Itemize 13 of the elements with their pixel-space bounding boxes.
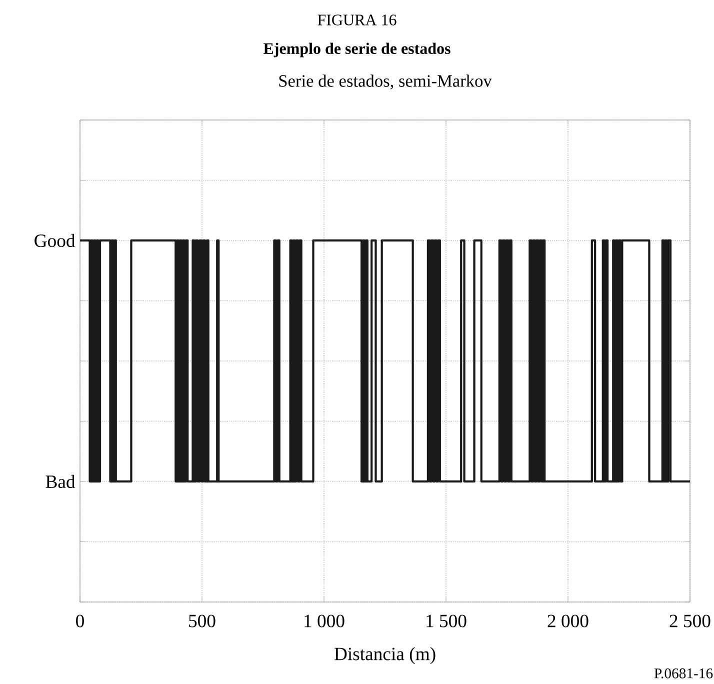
x-tick-label: 2 500 — [670, 614, 710, 628]
x-axis-title: Distancia (m) — [334, 647, 436, 664]
text: Good — [34, 234, 76, 248]
x-tick-label: 2 000 — [548, 614, 588, 628]
text: Bad — [46, 474, 76, 488]
text: P.0681-16 — [654, 668, 713, 678]
x-tick-label: 1 000 — [304, 614, 344, 628]
x-tick-label: 500 — [189, 614, 216, 628]
x-tick-label: 1 500 — [426, 614, 466, 628]
x-tick-label: 0 — [76, 614, 84, 628]
chart-title: Ejemplo de serie de estados — [264, 42, 450, 58]
text: Serie de estados, semi-Markov — [279, 74, 492, 90]
text: FIGURA 16 — [318, 14, 396, 26]
